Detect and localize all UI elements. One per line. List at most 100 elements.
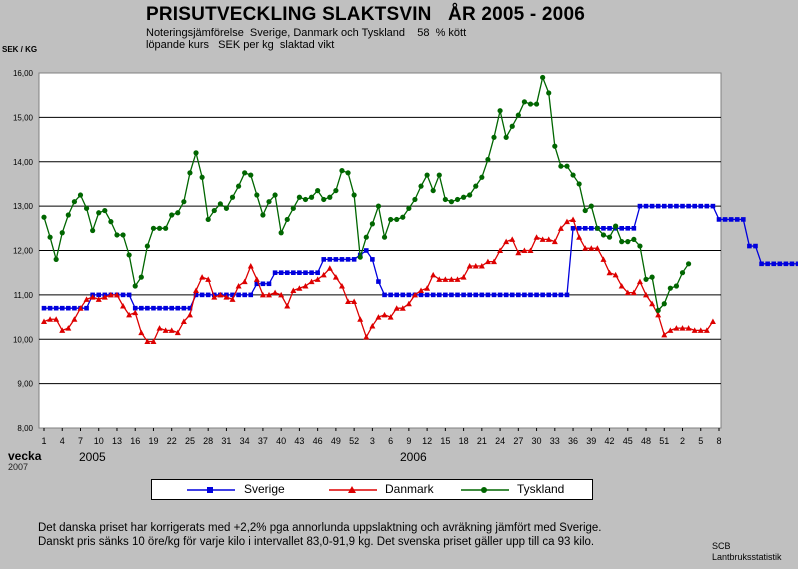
data-point-tyskland xyxy=(315,187,321,194)
data-point-danmark xyxy=(387,314,394,320)
data-point-danmark xyxy=(551,238,558,245)
data-point-sverige xyxy=(601,226,606,231)
data-point-danmark xyxy=(509,236,516,242)
x-tick-label: 9 xyxy=(406,436,411,446)
data-point-danmark xyxy=(618,283,625,289)
x-tick-label: 12 xyxy=(422,436,432,446)
data-point-sverige xyxy=(181,305,187,311)
data-point-danmark xyxy=(338,283,345,289)
y-tick-label: 12,00 xyxy=(13,247,34,256)
data-point-sverige xyxy=(339,257,345,262)
source-credit: SCB Lantbruksstatistik xyxy=(712,541,782,563)
data-point-sverige xyxy=(540,292,545,298)
data-point-danmark xyxy=(527,247,534,253)
data-point-danmark xyxy=(345,298,352,305)
data-point-danmark xyxy=(41,318,47,324)
data-point-sverige xyxy=(303,270,308,275)
data-point-danmark xyxy=(223,294,230,300)
data-point-sverige xyxy=(631,226,637,231)
chart-subtitle-unit: löpande kurs SEK per kg slaktad vikt xyxy=(146,39,335,51)
data-point-danmark xyxy=(351,298,358,305)
data-point-danmark xyxy=(643,291,650,298)
data-point-sverige xyxy=(576,226,582,231)
x-tick-label: 36 xyxy=(568,436,578,446)
data-point-sverige xyxy=(649,203,655,209)
data-point-tyskland xyxy=(363,234,369,240)
data-point-danmark xyxy=(247,263,254,269)
data-point-tyskland xyxy=(606,234,613,240)
y-axis-label: SEK / KG xyxy=(2,45,38,54)
data-point-sverige xyxy=(783,261,789,267)
data-point-sverige xyxy=(485,292,491,298)
data-point-tyskland xyxy=(479,174,485,180)
data-point-danmark xyxy=(47,316,54,322)
x-tick-label: 27 xyxy=(513,436,523,446)
data-point-sverige xyxy=(260,281,266,287)
data-point-tyskland xyxy=(339,168,345,174)
data-point-tyskland xyxy=(96,210,102,216)
y-tick-label: 11,00 xyxy=(14,291,34,300)
data-point-tyskland xyxy=(570,172,576,178)
data-point-tyskland xyxy=(564,163,570,169)
data-point-tyskland xyxy=(546,90,552,96)
x-tick-label: 31 xyxy=(221,436,231,446)
data-point-sverige xyxy=(637,203,643,209)
data-point-tyskland xyxy=(181,199,187,205)
x-tick-label: 28 xyxy=(203,436,213,446)
data-point-sverige xyxy=(734,217,740,222)
x-tick-label: 49 xyxy=(331,436,341,446)
data-point-tyskland xyxy=(685,261,692,267)
data-point-sverige xyxy=(467,292,472,298)
data-point-danmark xyxy=(399,305,406,311)
data-point-sverige xyxy=(625,226,631,231)
data-point-danmark xyxy=(83,296,90,302)
price-line-chart: 8,009,0010,0011,0012,0013,0014,0015,0016… xyxy=(13,69,798,446)
data-point-danmark xyxy=(162,327,169,333)
data-point-sverige xyxy=(163,305,168,311)
data-point-sverige xyxy=(47,305,53,311)
data-point-tyskland xyxy=(600,232,607,238)
data-point-tyskland xyxy=(90,227,96,234)
data-point-tyskland xyxy=(229,194,236,200)
data-point-sverige xyxy=(728,217,734,222)
data-point-danmark xyxy=(375,314,382,320)
data-point-tyskland xyxy=(515,112,521,118)
x-tick-label: 2 xyxy=(680,436,685,446)
data-point-tyskland xyxy=(509,123,515,129)
data-point-sverige xyxy=(151,305,156,311)
data-point-tyskland xyxy=(126,252,132,258)
data-point-danmark xyxy=(296,285,303,291)
data-point-tyskland xyxy=(41,214,47,220)
data-point-tyskland xyxy=(369,221,375,227)
data-point-sverige xyxy=(698,203,704,209)
data-point-danmark xyxy=(484,258,491,265)
data-point-tyskland xyxy=(679,270,686,276)
data-point-sverige xyxy=(84,305,89,311)
data-point-danmark xyxy=(588,245,595,251)
x-tick-label: 10 xyxy=(94,436,104,446)
data-point-danmark xyxy=(655,311,662,318)
chart-title: PRISUTVECKLING SLAKTSVIN ÅR 2005 - 2006 xyxy=(146,4,585,25)
data-point-tyskland xyxy=(673,283,680,289)
data-point-tyskland xyxy=(442,196,448,203)
x-tick-label: 33 xyxy=(550,436,560,446)
year-label-2005: 2005 xyxy=(79,450,106,464)
data-point-sverige xyxy=(96,292,102,298)
x-tick-label: 5 xyxy=(698,436,703,446)
y-tick-label: 13,00 xyxy=(13,202,34,211)
x-tick-label: 30 xyxy=(532,436,542,446)
data-point-sverige xyxy=(795,261,798,267)
data-point-danmark xyxy=(691,327,698,333)
data-point-danmark xyxy=(314,276,321,282)
data-point-tyskland xyxy=(296,194,303,200)
data-point-tyskland xyxy=(169,212,175,218)
y-tick-label: 16,00 xyxy=(13,69,34,78)
x-tick-label: 48 xyxy=(641,436,651,446)
data-point-sverige xyxy=(430,292,436,298)
y-tick-label: 8,00 xyxy=(17,424,33,433)
data-point-danmark xyxy=(59,327,66,333)
x-tick-label: 42 xyxy=(605,436,615,446)
data-point-sverige xyxy=(418,292,424,298)
x-tick-label: 22 xyxy=(167,436,177,446)
y-tick-label: 9,00 xyxy=(17,380,33,389)
